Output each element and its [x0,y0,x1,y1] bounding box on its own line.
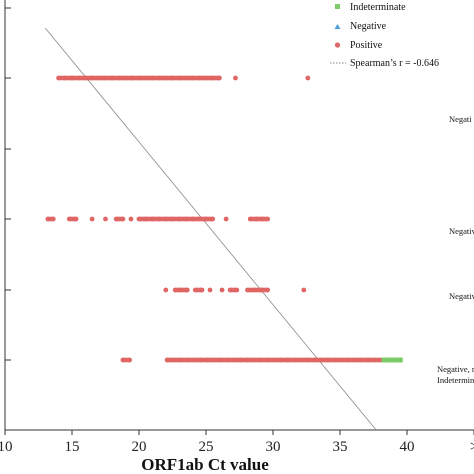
legend-marker-indeterminate [335,4,340,9]
legend-marker-negative [334,24,341,29]
row-annotation: Negativ [449,291,474,301]
positive-point [301,287,307,293]
positive-point [127,357,133,363]
positive-point [128,216,134,222]
positive-point [377,357,383,363]
positive-point [103,216,108,222]
data-points [45,75,403,363]
legend-label-positive: Positive [350,40,383,51]
trend-line [44,27,377,431]
x-tick-label: 30 [266,439,281,455]
legend-label-indeterminate: Indeterminate [350,2,406,13]
positive-point [184,287,190,293]
positive-point [120,216,126,222]
positive-point [305,75,311,81]
positive-point [265,216,271,222]
x-tick-label: 20 [132,439,147,455]
positive-point [223,216,229,222]
x-tick-label: 40 [400,439,415,455]
row-annotations: Negati Negativ Negativ Negative, rIndetermi… [437,114,474,385]
legend-marker-positive [334,42,341,48]
legend-label-negative: Negative [350,21,387,32]
positive-point [89,216,95,222]
row-annotation: Negativ [449,226,474,236]
x-tick-label: > [470,439,474,455]
x-tick-label: 15 [65,439,80,455]
axes [4,0,474,431]
row-annotation: Indetermina [437,375,474,385]
spearman-trend-line [44,27,377,431]
positive-point [207,287,213,293]
x-axis-label: ORF1ab Ct value [141,455,269,474]
x-tick-labels: 10 15 20 25 30 35 40 > [0,430,474,455]
legend: Indeterminate Negative Positive Spearman… [324,0,474,76]
positive-point [210,216,216,222]
row-annotation: Negative, r [437,364,474,374]
positive-point [265,287,271,293]
x-tick-label: 10 [0,439,13,455]
positive-point [217,75,222,81]
positive-point [234,287,240,293]
positive-point [219,287,225,293]
positive-point [199,287,205,293]
x-tick-label: 25 [199,439,214,455]
positive-point [50,216,56,222]
legend-background [324,0,474,76]
x-tick-label: 35 [333,439,348,455]
indeterminate-point [397,357,403,363]
row-annotation: Negati [449,114,472,124]
positive-point [233,75,238,81]
positive-point [163,287,169,293]
legend-label-spearman: Spearman’s r = -0.646 [350,58,439,69]
positive-point [73,216,79,222]
